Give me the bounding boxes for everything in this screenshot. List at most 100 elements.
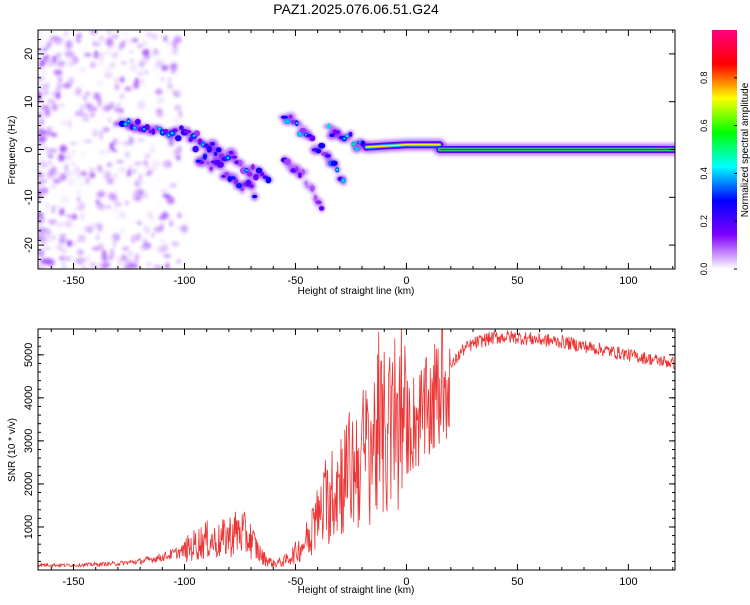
noise-blob <box>89 111 95 118</box>
noise-blob <box>150 217 154 224</box>
ridge-3-blob <box>304 180 308 186</box>
noise-blob <box>144 153 151 159</box>
noise-blob <box>159 222 165 232</box>
ridge-0-blob <box>151 128 156 135</box>
ridge-3-blob <box>301 168 305 176</box>
noise-blob <box>100 113 105 118</box>
ridge-0-blob <box>134 118 141 125</box>
noise-blob <box>39 179 49 184</box>
noise-blob <box>108 255 113 261</box>
noise-blob <box>137 220 142 226</box>
noise-blob <box>177 212 182 219</box>
noise-blob <box>175 85 184 94</box>
colorbar-label: Normalized spectral amplitude <box>740 82 750 217</box>
noise-blob <box>162 180 170 188</box>
noise-blob <box>44 129 53 137</box>
ridge-0-blob <box>228 150 234 155</box>
noise-blob <box>126 169 132 177</box>
noise-blob <box>59 145 68 153</box>
noise-blob <box>38 265 43 269</box>
noise-blob <box>166 196 175 205</box>
noise-blob <box>175 156 181 161</box>
noise-blob <box>112 239 117 248</box>
noise-blob <box>103 71 113 79</box>
noise-blob <box>68 178 74 186</box>
ridge-3-blob <box>284 158 291 166</box>
noise-blob <box>80 46 88 54</box>
snr-x-tick-label-0: -150 <box>62 576 84 588</box>
ridge-3-blob <box>315 200 322 205</box>
noise-blob <box>59 233 67 240</box>
noise-blob <box>57 76 63 83</box>
snr-y-tick-label-2: 3000 <box>23 429 35 453</box>
noise-blob <box>72 183 81 187</box>
snr-y-tick-label-4: 5000 <box>23 343 35 367</box>
noise-blob <box>139 178 144 184</box>
noise-blob <box>134 180 141 188</box>
ridge-1-blob <box>217 161 224 168</box>
noise-blob <box>81 264 87 269</box>
ridge-0-blob <box>253 173 259 181</box>
ridge-1-blob <box>192 145 199 153</box>
noise-blob <box>39 258 49 265</box>
ridge-0-peak <box>192 134 196 137</box>
noise-blob <box>97 201 103 211</box>
noise-blob <box>87 253 92 261</box>
noise-blob <box>89 173 96 178</box>
colorbar-tick-label-1: 0.2 <box>699 215 709 228</box>
noise-blob <box>153 264 163 269</box>
ridge-0-blob <box>260 172 265 177</box>
ridge-0-blob <box>250 164 255 170</box>
ridge-3-blob <box>295 166 299 172</box>
noise-blob <box>105 37 114 47</box>
noise-blob <box>38 215 45 225</box>
noise-blob <box>47 160 53 165</box>
noise-blob <box>174 104 182 111</box>
noise-blob <box>123 245 132 251</box>
noise-blob <box>176 145 182 155</box>
noise-blob <box>105 128 109 132</box>
noise-blob <box>111 233 121 241</box>
noise-blob <box>76 195 81 203</box>
noise-blob <box>92 246 100 251</box>
noise-blob <box>142 48 151 57</box>
noise-blob <box>101 249 107 257</box>
noise-blob <box>43 202 51 210</box>
spectrogram-x-axis-label: Height of straight line (km) <box>298 286 415 297</box>
spectrogram-y-tick-label-4: 20 <box>23 48 35 60</box>
ridge-0-blob <box>231 155 238 159</box>
colorbar-tick-label-3: 0.6 <box>699 119 709 132</box>
noise-blob <box>135 145 141 149</box>
ridge-4-blob <box>332 129 338 135</box>
ridge-2-blob <box>324 153 331 158</box>
noise-blob <box>38 92 43 100</box>
ridge-2-peak <box>342 179 345 182</box>
snr-panel: -150 -100 -50 0 50 100 1000 2000 3000 4000 5000 He… <box>7 328 676 596</box>
noise-blob <box>56 62 63 67</box>
noise-blob <box>162 64 167 70</box>
noise-blob <box>130 235 136 244</box>
noise-blob <box>126 38 133 44</box>
spectrogram-x-tick-label-4: 50 <box>511 275 523 287</box>
noise-blob <box>178 110 183 118</box>
ridge-0-blob <box>193 130 200 137</box>
ridge-0-blob <box>206 145 213 153</box>
snr-x-tick-label-5: 100 <box>619 576 637 588</box>
noise-blob <box>128 136 135 146</box>
noise-blob <box>101 254 108 262</box>
noise-blob <box>99 54 106 64</box>
noise-blob <box>107 116 112 124</box>
noise-blob <box>77 234 86 243</box>
noise-blob <box>43 55 49 60</box>
noise-blob <box>88 204 94 213</box>
noise-blob <box>51 103 58 112</box>
colorbar: 0.0 0.2 0.4 0.6 0.8 Normalized spectral ampl… <box>699 30 750 275</box>
ridge-2-peak <box>335 168 339 171</box>
ridge-1-blob <box>245 179 252 187</box>
ridge-0-blob <box>209 141 216 146</box>
noise-blob <box>127 250 134 258</box>
noise-blob <box>42 242 46 247</box>
colorbar-tick-label-4: 0.8 <box>699 72 709 85</box>
noise-blob <box>38 40 46 47</box>
noise-blob <box>97 97 103 107</box>
